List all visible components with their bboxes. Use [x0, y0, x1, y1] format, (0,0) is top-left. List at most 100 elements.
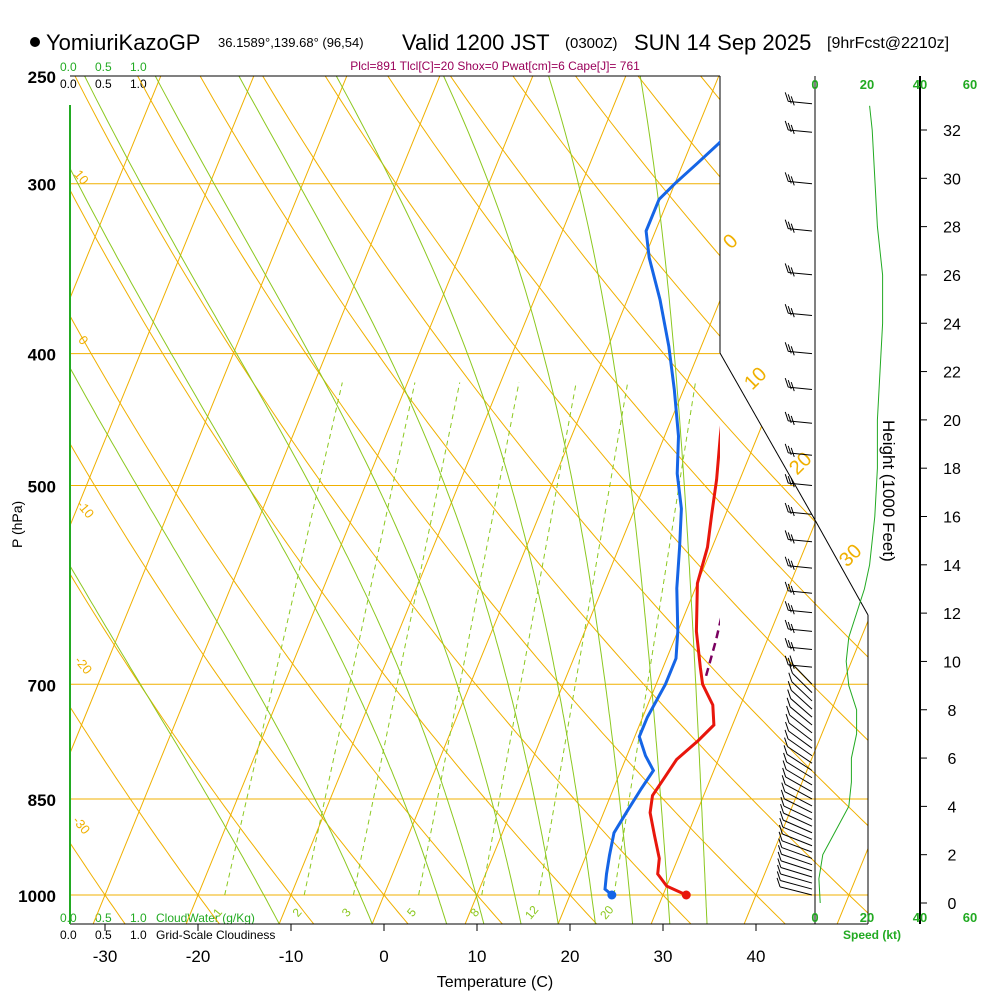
- dry-adiabat-line: [70, 76, 126, 924]
- dry-adiabat-line: [247, 76, 868, 924]
- dry-adiabat-line: [70, 76, 597, 924]
- wind-barb: [784, 737, 813, 764]
- wind-barb: [778, 838, 813, 859]
- cloudwater-bottom-tick-2: 1.0: [130, 911, 147, 925]
- wind-barb: [784, 601, 813, 615]
- wind-barb: [784, 263, 813, 277]
- wind-barb: [786, 697, 813, 726]
- dry-adiabat-line: [70, 76, 692, 924]
- header: YomiuriKazoGP 36.1589°,139.68° (96,54) V…: [30, 30, 949, 73]
- speed-bottom-tick-3: 60: [963, 910, 977, 925]
- wind-barb: [784, 172, 813, 186]
- cloudiness-top-tick-0: 0.0: [60, 77, 77, 91]
- wind-barb: [776, 871, 813, 890]
- moist-adiabat-line: [142, 76, 522, 924]
- height-tick-label: 2: [948, 848, 957, 865]
- height-tick-label: 22: [943, 365, 961, 382]
- moist-adiabat-line: [431, 76, 634, 924]
- isotherm-line: [70, 76, 358, 924]
- wind-barb: [785, 721, 813, 749]
- height-tick-label: 0: [948, 896, 957, 913]
- wind-barb: [782, 767, 813, 793]
- temperature-tick-label: 40: [747, 947, 766, 966]
- height-tick-label: 16: [943, 510, 961, 527]
- mixing-ratio-line: [538, 382, 629, 896]
- frame-right-slant-2: [814, 519, 869, 616]
- height-tick-label: 8: [948, 703, 957, 720]
- isotherm-line: [70, 76, 172, 924]
- cloudiness-bottom-tick-0: 0.0: [60, 928, 77, 942]
- wind-barb: [780, 796, 813, 820]
- mixing-ratio-label: 2: [290, 905, 305, 919]
- surface-temperature-dot: [681, 890, 691, 900]
- cloudwater-bottom-tick-0: 0.0: [60, 911, 77, 925]
- isotherm-line: [278, 76, 637, 924]
- temperature-tick-label: 0: [379, 947, 388, 966]
- dry-adiabat-line: [742, 76, 868, 924]
- moist-adiabat-line: [225, 76, 559, 924]
- pressure-tick-label: 300: [28, 176, 56, 195]
- pressure-tick-label: 1000: [18, 887, 56, 906]
- height-tick-label: 32: [943, 123, 961, 140]
- wind-barb: [777, 851, 813, 872]
- wind-barb: [785, 713, 813, 741]
- isotherm-line: [70, 76, 265, 924]
- speed-top-tick-3: 60: [963, 77, 977, 92]
- isotherm-line: [464, 76, 823, 924]
- x-axis-label: Temperature (C): [437, 974, 553, 991]
- height-axis-label: Height (1000 Feet): [879, 420, 898, 562]
- wind-barb: [781, 782, 813, 807]
- temperature-tick-label: 10: [468, 947, 487, 966]
- height-tick-label: 26: [943, 268, 961, 285]
- mixing-ratio-label: 12: [522, 903, 542, 922]
- wind-barb: [778, 831, 813, 853]
- wind-barb: [784, 655, 813, 669]
- isotherm-line: [930, 52, 1000, 924]
- wind-speed-panel: 0 20 40 60 0 20 40 60 Speed (kt) 0246810…: [776, 76, 977, 942]
- wind-barb: [784, 638, 813, 652]
- cloud-scales: 0.0 0.5 1.0 0.0 0.5 1.0 0.0 0.5 1.0 Clou…: [60, 60, 275, 942]
- wind-barb: [788, 664, 813, 694]
- dry-adiabat-line: [124, 76, 786, 924]
- temperature-tick-label: 20: [561, 947, 580, 966]
- wind-speed-profile: [818, 105, 884, 904]
- moist-adiabat-line: [635, 76, 708, 924]
- temperature-tick-label: -20: [186, 947, 211, 966]
- speed-label: Speed (kt): [843, 928, 901, 942]
- dry-adiabat-label: 10: [71, 167, 92, 188]
- cloudwater-top-tick-1: 0.5: [95, 60, 112, 74]
- wind-barb: [784, 342, 813, 356]
- dry-adiabat-label: -30: [70, 813, 94, 837]
- dry-adiabat-label: -20: [72, 653, 96, 677]
- dry-adiabat-line: [70, 76, 409, 924]
- wind-barb: [787, 681, 813, 710]
- isotherm-line: [185, 76, 544, 924]
- wind-barb: [782, 760, 813, 786]
- pressure-tick-label: 250: [28, 68, 56, 87]
- dry-adiabat-line: [433, 76, 868, 924]
- temperature-ticks: -30 -20 -10 0 10 20 30 40: [93, 924, 766, 966]
- cloudwater-bottom-tick-1: 0.5: [95, 911, 112, 925]
- wind-barb: [784, 120, 813, 135]
- isotherm-label: 10: [740, 363, 771, 394]
- wind-barb: [776, 877, 813, 896]
- dry-adiabat-line: [70, 76, 314, 924]
- moist-adiabat-line: [70, 76, 448, 924]
- wind-barb: [780, 789, 813, 814]
- mixing-ratio-label: 3: [339, 905, 354, 919]
- isotherm-line: [371, 76, 730, 924]
- wind-barb: [787, 689, 813, 718]
- mixing-ratio-line: [303, 382, 416, 896]
- wind-barb: [780, 803, 813, 827]
- wind-barb: [777, 845, 813, 866]
- moist-adiabat-line: [540, 76, 671, 924]
- wind-barb: [784, 377, 813, 392]
- height-tick-label: 24: [943, 316, 961, 333]
- mixing-ratio-line: [481, 382, 577, 896]
- dry-adiabat-label: -10: [74, 497, 98, 521]
- surface-dewpoint-dot: [607, 890, 617, 900]
- mixing-ratio-label: 8: [467, 905, 482, 919]
- dry-adiabat-line: [0, 52, 31, 924]
- wind-barb: [788, 672, 813, 702]
- cloudwater-label: CloudWater (g/Kg): [156, 911, 255, 925]
